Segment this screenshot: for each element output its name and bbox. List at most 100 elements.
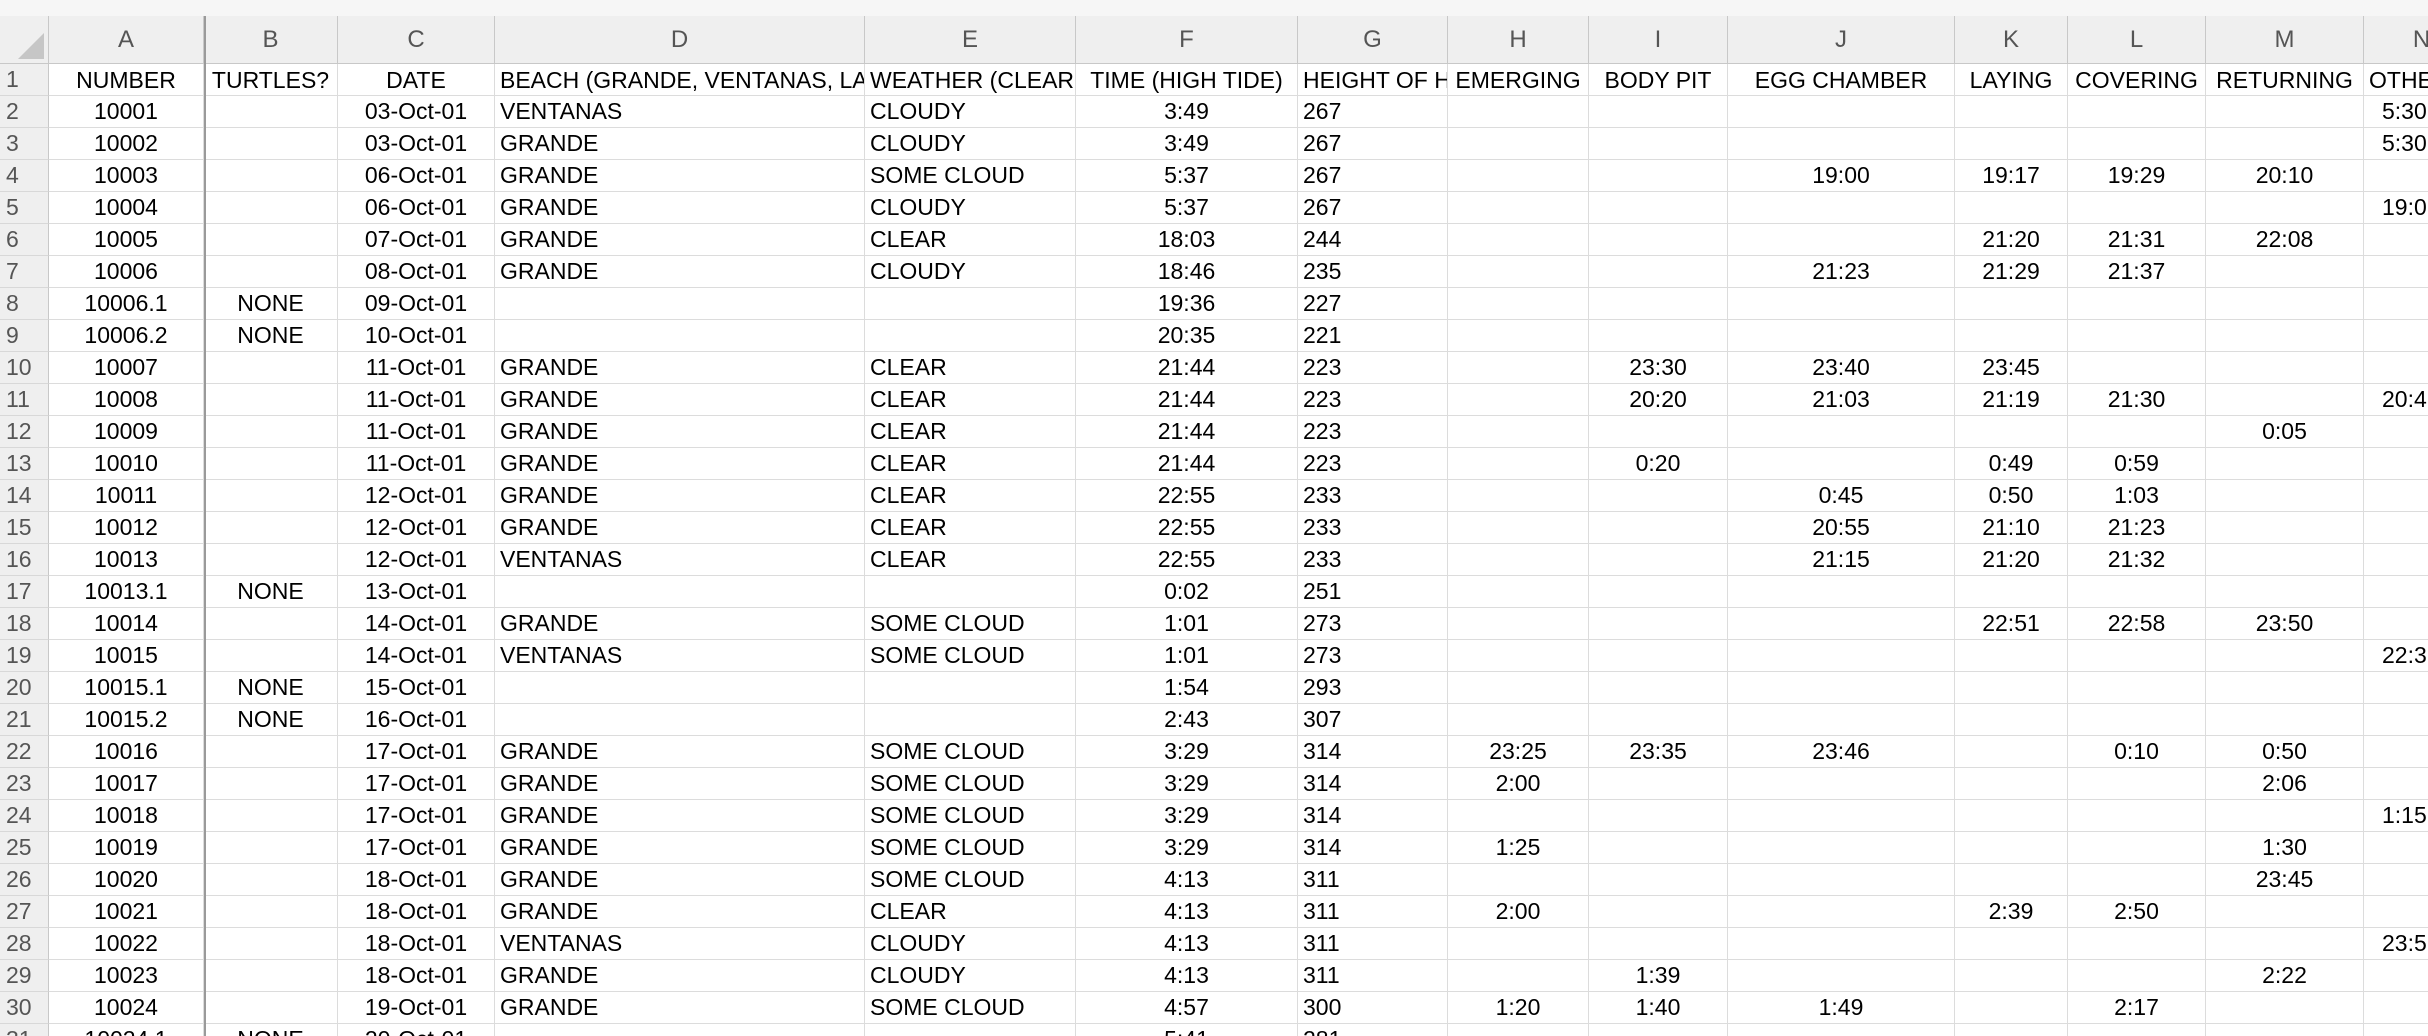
table-cell[interactable] [2068, 928, 2206, 960]
table-cell[interactable]: 1:20 [1448, 992, 1589, 1024]
row-header-5[interactable]: 5 [0, 192, 49, 224]
table-cell[interactable]: 311 [1298, 896, 1448, 928]
table-cell[interactable] [2068, 960, 2206, 992]
table-cell[interactable]: 21:44 [1076, 384, 1298, 416]
table-cell[interactable]: 10024.1 [49, 1024, 204, 1036]
table-cell[interactable] [2068, 800, 2206, 832]
table-cell[interactable] [1448, 224, 1589, 256]
table-cell[interactable]: 16-Oct-01 [338, 704, 495, 736]
header-cell[interactable]: HEIGHT OF HIGH TIDE [1298, 64, 1448, 96]
table-cell[interactable]: 2:00 [1448, 896, 1589, 928]
header-cell[interactable]: OTHER [2364, 64, 2428, 96]
table-cell[interactable]: 0:59 [2068, 448, 2206, 480]
table-cell[interactable]: 10006 [49, 256, 204, 288]
table-cell[interactable]: 300 [1298, 992, 1448, 1024]
table-cell[interactable] [1589, 768, 1728, 800]
table-cell[interactable]: 23:46 [1728, 736, 1955, 768]
table-cell[interactable] [495, 320, 865, 352]
table-cell[interactable] [2206, 512, 2364, 544]
table-cell[interactable]: 21:23 [1728, 256, 1955, 288]
table-cell[interactable]: 2:22 [2206, 960, 2364, 992]
table-cell[interactable]: 311 [1298, 864, 1448, 896]
table-cell[interactable] [1728, 864, 1955, 896]
table-cell[interactable] [1955, 128, 2068, 160]
row-header-17[interactable]: 17 [0, 576, 49, 608]
table-cell[interactable] [204, 928, 338, 960]
table-cell[interactable]: 314 [1298, 768, 1448, 800]
table-cell[interactable] [2364, 704, 2428, 736]
table-cell[interactable]: 10015.1 [49, 672, 204, 704]
table-cell[interactable]: 21:44 [1076, 448, 1298, 480]
table-cell[interactable]: 273 [1298, 608, 1448, 640]
table-cell[interactable] [1589, 288, 1728, 320]
column-header-e[interactable]: E [865, 16, 1076, 64]
table-cell[interactable] [2364, 352, 2428, 384]
table-cell[interactable] [2364, 960, 2428, 992]
table-cell[interactable] [1448, 800, 1589, 832]
table-cell[interactable]: GRANDE [495, 448, 865, 480]
table-cell[interactable] [204, 736, 338, 768]
table-cell[interactable] [1448, 256, 1589, 288]
table-cell[interactable]: GRANDE [495, 896, 865, 928]
table-cell[interactable] [2364, 416, 2428, 448]
column-header-c[interactable]: C [338, 16, 495, 64]
table-cell[interactable] [865, 576, 1076, 608]
table-cell[interactable]: 09-Oct-01 [338, 288, 495, 320]
table-cell[interactable]: 314 [1298, 832, 1448, 864]
table-cell[interactable] [1955, 992, 2068, 1024]
table-cell[interactable] [2206, 800, 2364, 832]
table-cell[interactable] [1448, 864, 1589, 896]
header-cell[interactable]: RETURNING [2206, 64, 2364, 96]
table-cell[interactable]: 18:46 [1076, 256, 1298, 288]
table-cell[interactable]: 10011 [49, 480, 204, 512]
table-cell[interactable] [204, 256, 338, 288]
row-header-21[interactable]: 21 [0, 704, 49, 736]
table-cell[interactable]: 1:25 [1448, 832, 1589, 864]
table-cell[interactable] [1589, 320, 1728, 352]
table-cell[interactable]: 23:30 [1589, 352, 1728, 384]
table-cell[interactable]: 21:37 [2068, 256, 2206, 288]
table-cell[interactable]: 19:29 [2068, 160, 2206, 192]
row-header-16[interactable]: 16 [0, 544, 49, 576]
header-cell[interactable]: WEATHER (CLEAR, CLOUDY, SOME CLOUD) [865, 64, 1076, 96]
row-header-9[interactable]: 9 [0, 320, 49, 352]
table-cell[interactable] [1728, 704, 1955, 736]
table-cell[interactable] [1728, 192, 1955, 224]
table-cell[interactable]: GRANDE [495, 992, 865, 1024]
column-header-h[interactable]: H [1448, 16, 1589, 64]
table-cell[interactable]: GRANDE [495, 160, 865, 192]
column-header-k[interactable]: K [1955, 16, 2068, 64]
table-cell[interactable] [204, 832, 338, 864]
table-cell[interactable] [2068, 864, 2206, 896]
row-header-27[interactable]: 27 [0, 896, 49, 928]
row-header-25[interactable]: 25 [0, 832, 49, 864]
table-cell[interactable]: 21:30 [2068, 384, 2206, 416]
table-cell[interactable]: 03-Oct-01 [338, 128, 495, 160]
table-cell[interactable] [1955, 192, 2068, 224]
table-cell[interactable] [2206, 384, 2364, 416]
table-cell[interactable] [865, 320, 1076, 352]
table-cell[interactable]: GRANDE [495, 960, 865, 992]
table-cell[interactable]: CLEAR [865, 384, 1076, 416]
table-cell[interactable]: CLOUDY [865, 960, 1076, 992]
table-cell[interactable]: 1:40 [1589, 992, 1728, 1024]
row-header-31[interactable]: 31 [0, 1024, 49, 1036]
table-cell[interactable] [1448, 512, 1589, 544]
table-cell[interactable]: 10009 [49, 416, 204, 448]
table-cell[interactable]: 22:55 [1076, 512, 1298, 544]
table-cell[interactable]: CLOUDY [865, 96, 1076, 128]
table-cell[interactable]: GRANDE [495, 352, 865, 384]
table-cell[interactable]: 20:4 [2364, 384, 2428, 416]
table-cell[interactable]: 4:13 [1076, 928, 1298, 960]
table-cell[interactable] [865, 672, 1076, 704]
table-cell[interactable]: 1:15 [2364, 800, 2428, 832]
table-cell[interactable]: 23:40 [1728, 352, 1955, 384]
row-header-8[interactable]: 8 [0, 288, 49, 320]
table-cell[interactable]: 18-Oct-01 [338, 960, 495, 992]
table-cell[interactable] [1728, 960, 1955, 992]
table-cell[interactable]: 21:19 [1955, 384, 2068, 416]
table-cell[interactable]: 2:00 [1448, 768, 1589, 800]
row-header-4[interactable]: 4 [0, 160, 49, 192]
table-cell[interactable] [2364, 608, 2428, 640]
